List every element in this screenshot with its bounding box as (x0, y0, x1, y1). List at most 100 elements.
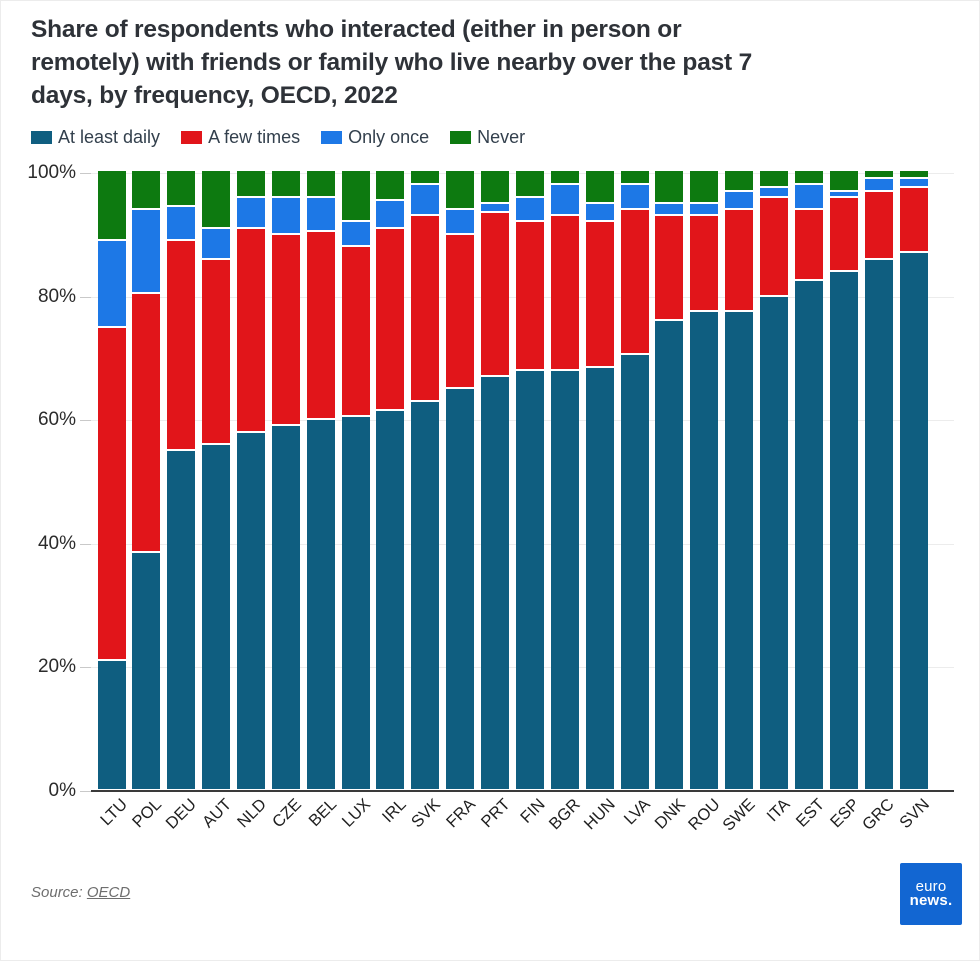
bar-segment-FIN-never[interactable] (515, 171, 544, 196)
bar-segment-DNK-a-few-times[interactable] (655, 216, 684, 320)
bar-segment-ESP-at-least-daily[interactable] (829, 271, 858, 789)
bar-segment-BEL-never[interactable] (306, 171, 335, 196)
bar-segment-POL-at-least-daily[interactable] (132, 553, 161, 789)
bar-segment-FIN-at-least-daily[interactable] (515, 370, 544, 789)
bar-segment-BGR-a-few-times[interactable] (550, 216, 579, 369)
bar-segment-SVK-at-least-daily[interactable] (411, 401, 440, 789)
bar-segment-FRA-only-once[interactable] (446, 210, 475, 233)
bar-segment-SVK-a-few-times[interactable] (411, 216, 440, 400)
bar-segment-GRC-at-least-daily[interactable] (864, 259, 893, 789)
bar-segment-NLD-only-once[interactable] (236, 197, 265, 227)
bar-segment-DEU-never[interactable] (167, 171, 196, 205)
bar-segment-LUX-only-once[interactable] (341, 222, 370, 246)
y-axis-label-80%: 80% (37, 285, 76, 307)
bar-segment-DNK-never[interactable] (655, 171, 684, 202)
bar-segment-BEL-a-few-times[interactable] (306, 231, 335, 419)
bar-segment-EST-never[interactable] (794, 171, 823, 184)
bar-segment-IRL-at-least-daily[interactable] (376, 410, 405, 789)
bar-segment-GRC-a-few-times[interactable] (864, 191, 893, 258)
bar-segment-ROU-a-few-times[interactable] (690, 216, 719, 311)
bar-segment-DNK-only-once[interactable] (655, 203, 684, 215)
bar-segment-LVA-at-least-daily[interactable] (620, 355, 649, 789)
bar-segment-HUN-at-least-daily[interactable] (585, 367, 614, 789)
bar-segment-ROU-at-least-daily[interactable] (690, 312, 719, 789)
bar-segment-EST-at-least-daily[interactable] (794, 281, 823, 789)
bar-segment-CZE-never[interactable] (271, 171, 300, 196)
bar-segment-LUX-never[interactable] (341, 171, 370, 221)
bar-segment-DEU-only-once[interactable] (167, 207, 196, 239)
bar-segment-SVN-at-least-daily[interactable] (899, 253, 928, 789)
bar-segment-BEL-only-once[interactable] (306, 197, 335, 230)
bar-segment-EST-only-once[interactable] (794, 185, 823, 209)
bar-segment-PRT-never[interactable] (481, 171, 510, 202)
bar-segment-AUT-never[interactable] (202, 171, 231, 227)
bar-segment-FIN-only-once[interactable] (515, 197, 544, 221)
bar-segment-PRT-only-once[interactable] (481, 203, 510, 212)
bar-segment-LUX-a-few-times[interactable] (341, 247, 370, 416)
bar-segment-LTU-at-least-daily[interactable] (97, 661, 126, 789)
bar-segment-FRA-never[interactable] (446, 171, 475, 209)
bar-segment-CZE-a-few-times[interactable] (271, 234, 300, 425)
bar-segment-AUT-a-few-times[interactable] (202, 259, 231, 443)
bar-segment-PRT-a-few-times[interactable] (481, 213, 510, 375)
bar-segment-SVN-never[interactable] (899, 171, 928, 178)
bar-segment-ESP-a-few-times[interactable] (829, 197, 858, 270)
bar-segment-LVA-never[interactable] (620, 171, 649, 184)
bar-segment-LVA-a-few-times[interactable] (620, 210, 649, 354)
bar-segment-DNK-at-least-daily[interactable] (655, 321, 684, 789)
bar-segment-CZE-at-least-daily[interactable] (271, 426, 300, 789)
bar-segment-GRC-only-once[interactable] (864, 179, 893, 190)
bar-segment-HUN-a-few-times[interactable] (585, 222, 614, 366)
bar-segment-GRC-never[interactable] (864, 171, 893, 178)
bar-segment-ITA-a-few-times[interactable] (760, 197, 789, 295)
bar-segment-DEU-at-least-daily[interactable] (167, 451, 196, 789)
bar-segment-LTU-only-once[interactable] (97, 240, 126, 326)
bar-segment-NLD-a-few-times[interactable] (236, 228, 265, 431)
bar-segment-NLD-never[interactable] (236, 171, 265, 196)
bar-segment-IRL-a-few-times[interactable] (376, 228, 405, 409)
bar-segment-IRL-never[interactable] (376, 171, 405, 199)
bar-segment-BGR-at-least-daily[interactable] (550, 370, 579, 789)
bar-segment-SVK-never[interactable] (411, 171, 440, 184)
bar-segment-ESP-only-once[interactable] (829, 191, 858, 196)
bar-segment-FRA-a-few-times[interactable] (446, 234, 475, 388)
bar-segment-ITA-at-least-daily[interactable] (760, 296, 789, 789)
bar-segment-POL-only-once[interactable] (132, 210, 161, 292)
bar-segment-LTU-never[interactable] (97, 171, 126, 239)
bar-segment-FIN-a-few-times[interactable] (515, 222, 544, 369)
bar-segment-BEL-at-least-daily[interactable] (306, 420, 335, 789)
bar-segment-FRA-at-least-daily[interactable] (446, 389, 475, 789)
bar-segment-SVK-only-once[interactable] (411, 185, 440, 215)
bar-segment-LVA-only-once[interactable] (620, 185, 649, 209)
bar-segment-POL-a-few-times[interactable] (132, 293, 161, 552)
bar-segment-AUT-only-once[interactable] (202, 228, 231, 258)
x-axis-label-NLD: NLD (233, 795, 271, 832)
bar-segment-ITA-only-once[interactable] (760, 188, 789, 196)
bar-segment-HUN-only-once[interactable] (585, 203, 614, 221)
bar-segment-ITA-never[interactable] (760, 171, 789, 187)
bar-segment-IRL-only-once[interactable] (376, 200, 405, 227)
bar-segment-BGR-only-once[interactable] (550, 185, 579, 215)
bar-segment-ROU-never[interactable] (690, 171, 719, 202)
bar-segment-SVN-only-once[interactable] (899, 179, 928, 187)
bar-segment-NLD-at-least-daily[interactable] (236, 432, 265, 789)
bar-segment-SWE-a-few-times[interactable] (725, 210, 754, 311)
bar-segment-SWE-never[interactable] (725, 171, 754, 190)
bar-segment-CZE-only-once[interactable] (271, 197, 300, 233)
bar-segment-SVN-a-few-times[interactable] (899, 188, 928, 252)
bar-segment-SWE-at-least-daily[interactable] (725, 312, 754, 789)
bar-segment-LTU-a-few-times[interactable] (97, 327, 126, 660)
euronews-logo[interactable]: euro news. (900, 863, 962, 925)
bar-segment-SWE-only-once[interactable] (725, 191, 754, 209)
bar-segment-HUN-never[interactable] (585, 171, 614, 202)
source-link[interactable]: OECD (86, 884, 131, 901)
bar-segment-BGR-never[interactable] (550, 171, 579, 184)
bar-segment-AUT-at-least-daily[interactable] (202, 444, 231, 789)
bar-segment-POL-never[interactable] (132, 171, 161, 209)
bar-segment-EST-a-few-times[interactable] (794, 210, 823, 280)
bar-segment-ROU-only-once[interactable] (690, 203, 719, 215)
bar-segment-LUX-at-least-daily[interactable] (341, 417, 370, 789)
bar-segment-PRT-at-least-daily[interactable] (481, 376, 510, 789)
bar-segment-DEU-a-few-times[interactable] (167, 241, 196, 450)
bar-segment-ESP-never[interactable] (829, 171, 858, 190)
